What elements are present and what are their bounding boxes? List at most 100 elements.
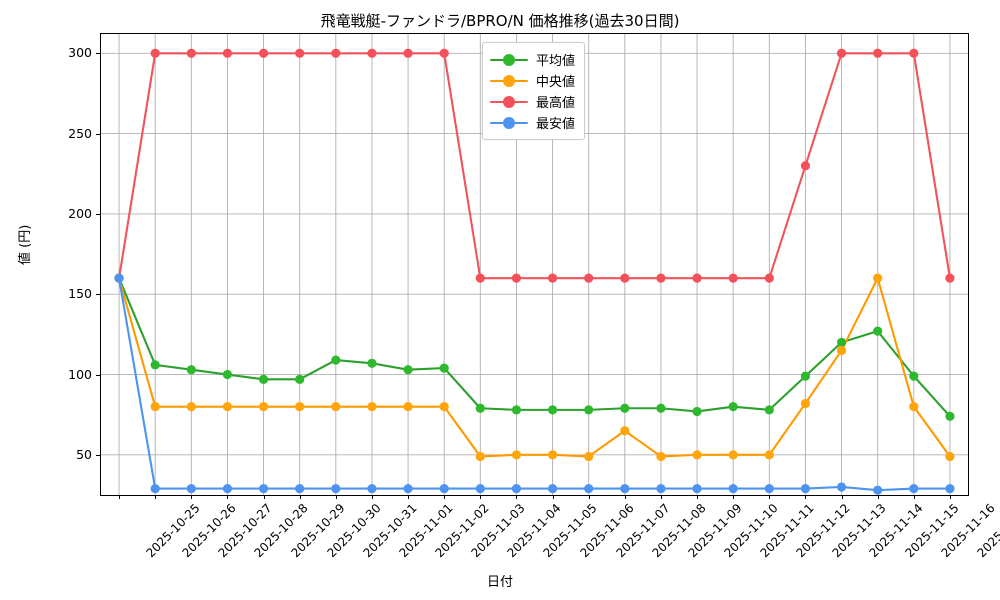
legend-swatch-icon	[490, 74, 528, 88]
data-point	[656, 403, 666, 413]
data-point	[439, 363, 449, 373]
data-point	[222, 402, 233, 412]
data-point	[800, 161, 811, 171]
x-tick-mark	[877, 495, 879, 499]
y-tick-mark	[96, 374, 100, 376]
legend-label: 平均値	[536, 54, 576, 69]
data-point	[584, 451, 594, 462]
data-point	[511, 405, 522, 415]
data-point	[728, 402, 738, 412]
data-point	[403, 365, 413, 375]
series-line-1	[118, 277, 951, 458]
data-point	[584, 405, 594, 415]
data-point	[475, 483, 485, 494]
data-point	[620, 426, 630, 436]
data-point	[511, 483, 522, 494]
data-point	[258, 402, 269, 412]
data-point	[547, 450, 558, 460]
data-point	[475, 451, 485, 462]
data-point	[584, 483, 594, 494]
data-point	[367, 483, 377, 494]
data-point	[584, 273, 594, 283]
x-tick-mark	[119, 495, 121, 499]
data-point	[547, 483, 558, 494]
y-tick-label: 200	[68, 205, 92, 221]
legend-item-2[interactable]: 最高値	[490, 91, 575, 112]
data-point	[295, 48, 305, 58]
data-point	[909, 402, 919, 412]
data-point	[836, 482, 847, 492]
series-line-0	[118, 277, 951, 418]
data-point	[728, 273, 738, 283]
data-point	[873, 273, 883, 283]
data-point	[331, 48, 341, 58]
x-tick-mark	[733, 495, 735, 499]
y-tick-mark	[96, 454, 100, 456]
data-point	[331, 402, 341, 412]
x-tick-mark	[913, 495, 915, 499]
data-point	[764, 273, 774, 283]
x-tick-mark	[444, 495, 446, 499]
x-tick-mark	[624, 495, 626, 499]
data-point	[836, 48, 847, 58]
legend-item-0[interactable]: 平均値	[490, 49, 575, 70]
legend-swatch-icon	[490, 116, 528, 130]
data-point	[222, 483, 233, 494]
data-point	[873, 485, 883, 495]
x-tick-mark	[408, 495, 410, 499]
data-point	[367, 358, 377, 368]
data-point	[367, 48, 377, 58]
data-point	[439, 483, 449, 494]
y-tick-label: 150	[68, 286, 92, 302]
x-tick-mark	[516, 495, 518, 499]
legend-item-3[interactable]: 最安値	[490, 112, 575, 133]
data-point	[692, 273, 702, 283]
series-line-3	[118, 277, 951, 492]
data-point	[620, 403, 630, 413]
data-point	[186, 48, 196, 58]
data-point	[295, 483, 305, 494]
plot-svg	[101, 34, 968, 495]
data-point	[150, 360, 160, 370]
data-point	[403, 483, 413, 494]
data-point	[656, 451, 666, 462]
x-tick-mark	[841, 495, 843, 499]
y-tick-label: 100	[68, 366, 92, 382]
data-point	[620, 483, 630, 494]
data-point	[945, 451, 955, 462]
data-point	[150, 402, 160, 412]
data-point	[258, 483, 269, 494]
data-point	[475, 273, 485, 283]
x-tick-mark	[949, 495, 951, 499]
data-point	[873, 48, 883, 58]
series-layer	[114, 48, 955, 495]
y-tick-label: 50	[76, 446, 92, 462]
x-tick-mark	[263, 495, 265, 499]
data-point	[945, 411, 955, 421]
data-point	[331, 483, 341, 494]
data-point	[692, 450, 702, 460]
legend-label: 最高値	[536, 96, 576, 111]
data-point	[403, 48, 413, 58]
x-tick-mark	[660, 495, 662, 499]
legend-label: 最安値	[536, 117, 576, 132]
x-tick-mark	[769, 495, 771, 499]
data-point	[764, 450, 774, 460]
x-tick-mark	[191, 495, 193, 499]
y-tick-mark	[96, 133, 100, 135]
data-point	[800, 371, 811, 381]
chart-legend: 平均値 中央値最高値最安値	[482, 42, 586, 140]
x-tick-mark	[480, 495, 482, 499]
data-point	[909, 483, 919, 494]
data-point	[258, 374, 269, 384]
data-point	[511, 450, 522, 460]
data-point	[692, 483, 702, 494]
data-point	[258, 48, 269, 58]
x-tick-mark	[805, 495, 807, 499]
legend-item-1[interactable]: 中央値	[490, 70, 575, 91]
x-tick-mark	[227, 495, 229, 499]
x-tick-mark	[697, 495, 699, 499]
y-tick-label: 300	[68, 45, 92, 61]
data-point	[656, 273, 666, 283]
data-point	[222, 48, 233, 58]
